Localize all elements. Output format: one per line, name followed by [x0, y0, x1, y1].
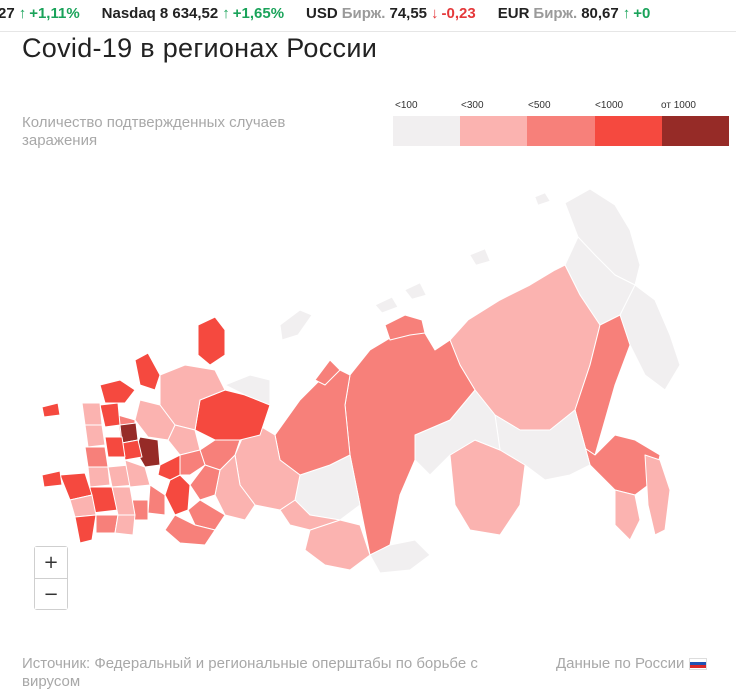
region-volgograd[interactable]: [111, 486, 136, 516]
russia-flag-icon: [689, 657, 708, 670]
region-sverdlovsk[interactable]: [189, 464, 221, 501]
region-komi[interactable]: [194, 389, 271, 441]
region-penza[interactable]: [124, 459, 151, 488]
ticker-exchange: Бирж.: [341, 5, 386, 22]
arrow-up-icon: ↑: [222, 5, 230, 22]
ticker-item[interactable]: EUR Бирж. 80,67 ↑ +0: [498, 5, 651, 22]
legend-labels: <100 <300 <500 <1000 от 1000: [393, 100, 729, 116]
region-franz-josef[interactable]: [374, 296, 399, 314]
zoom-out-button[interactable]: −: [35, 578, 67, 609]
region-wrangel[interactable]: [534, 192, 551, 206]
region-dagestan[interactable]: [74, 514, 97, 544]
legend-caption: Количество подтвержденных случаев зараже…: [22, 114, 286, 149]
legend-label: <300: [461, 100, 484, 111]
region-nsi[interactable]: [469, 248, 491, 266]
russia-data-link-label: Данные по России: [556, 655, 685, 672]
region-tatarstan[interactable]: [157, 454, 181, 481]
ticker-value: 80,67: [581, 5, 619, 22]
legend-swatch: [460, 116, 528, 146]
ticker-name: Nasdaq: [101, 5, 156, 22]
region-kursk[interactable]: [87, 466, 111, 488]
region-karelia[interactable]: [134, 352, 161, 391]
legend-label: <1000: [595, 100, 624, 111]
region-kamchatka[interactable]: [619, 284, 681, 391]
legend-label: от 1000: [661, 100, 696, 111]
region-udmurtia[interactable]: [179, 449, 206, 476]
region-astrakhan[interactable]: [114, 514, 136, 536]
ticker-value: 74,55: [389, 5, 428, 22]
region-yamal[interactable]: [274, 369, 351, 476]
legend-label: <100: [395, 100, 418, 111]
region-nenets[interactable]: [224, 374, 271, 406]
legend-swatch: [393, 116, 461, 146]
region-bryansk[interactable]: [84, 446, 109, 468]
region-tula[interactable]: [104, 436, 126, 458]
ticker-name: EUR: [497, 5, 530, 22]
ticker-change: -0,23: [441, 5, 476, 22]
region-crimea[interactable]: [41, 470, 63, 488]
region-altai[interactable]: [304, 519, 371, 571]
ticker-item[interactable]: USD Бирж. 74,55 ↓ -0,23: [306, 5, 476, 22]
zoom-in-button[interactable]: +: [35, 547, 67, 578]
region-sakhalin[interactable]: [644, 454, 671, 536]
region-novaya-zemlya[interactable]: [279, 309, 313, 341]
legend-swatch: [594, 116, 662, 146]
ticker-item[interactable]: 27↑+1,11%: [0, 5, 80, 22]
region-khabarovsk[interactable]: [574, 314, 631, 456]
region-pskov[interactable]: [81, 402, 103, 426]
region-smolensk[interactable]: [84, 424, 106, 448]
russia-choropleth-map[interactable]: [30, 175, 730, 600]
region-leningrad[interactable]: [99, 379, 136, 404]
source-note: Источник: Федеральный и региональные опе…: [22, 655, 478, 690]
legend-swatch: [661, 116, 730, 146]
ticker-change: +1,65%: [232, 5, 285, 22]
arrow-up-icon: ↑: [622, 5, 631, 22]
ticker-exchange: Бирж.: [533, 5, 578, 22]
region-murmansk[interactable]: [197, 316, 226, 366]
russia-data-link[interactable]: Данные по России: [556, 655, 708, 672]
region-primorye[interactable]: [614, 489, 641, 541]
region-tuva[interactable]: [369, 539, 431, 574]
legend-label: <500: [528, 100, 551, 111]
zoom-control: + −: [34, 546, 68, 610]
ticker-item[interactable]: Nasdaq 8 634,52 ↑ +1,65%: [102, 5, 284, 22]
region-orenburg[interactable]: [164, 514, 216, 546]
page-title: Covid-19 в регионах России: [22, 33, 378, 63]
region-severnaya[interactable]: [404, 282, 427, 300]
region-tver[interactable]: [99, 402, 121, 428]
arrow-up-icon: ↑: [18, 5, 27, 22]
region-yamal-peninsula[interactable]: [314, 359, 341, 386]
legend-swatch: [527, 116, 595, 146]
ticker-value: 8 634,52: [159, 5, 219, 22]
region-bashkortostan[interactable]: [164, 474, 191, 516]
ticker-name: USD: [306, 5, 338, 22]
region-kaliningrad[interactable]: [41, 402, 61, 418]
ticker-change: +1,11%: [29, 5, 80, 22]
ticker-change: +0: [633, 5, 651, 22]
legend-bar: [393, 116, 730, 146]
arrow-down-icon: ↓: [431, 5, 439, 22]
region-samara[interactable]: [147, 484, 166, 516]
legend: <100 <300 <500 <1000 от 1000: [393, 100, 730, 146]
ticker-value: 27: [0, 5, 15, 22]
region-taimyr[interactable]: [384, 314, 426, 341]
region-kalmykia[interactable]: [95, 514, 119, 534]
